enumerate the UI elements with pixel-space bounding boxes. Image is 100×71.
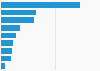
Bar <box>1 63 5 69</box>
Bar <box>1 17 34 23</box>
Bar <box>1 25 20 31</box>
Bar <box>1 2 80 8</box>
Bar <box>1 48 12 54</box>
Bar <box>1 56 10 61</box>
Bar <box>1 40 13 46</box>
Bar <box>1 10 36 15</box>
Bar <box>1 33 16 38</box>
